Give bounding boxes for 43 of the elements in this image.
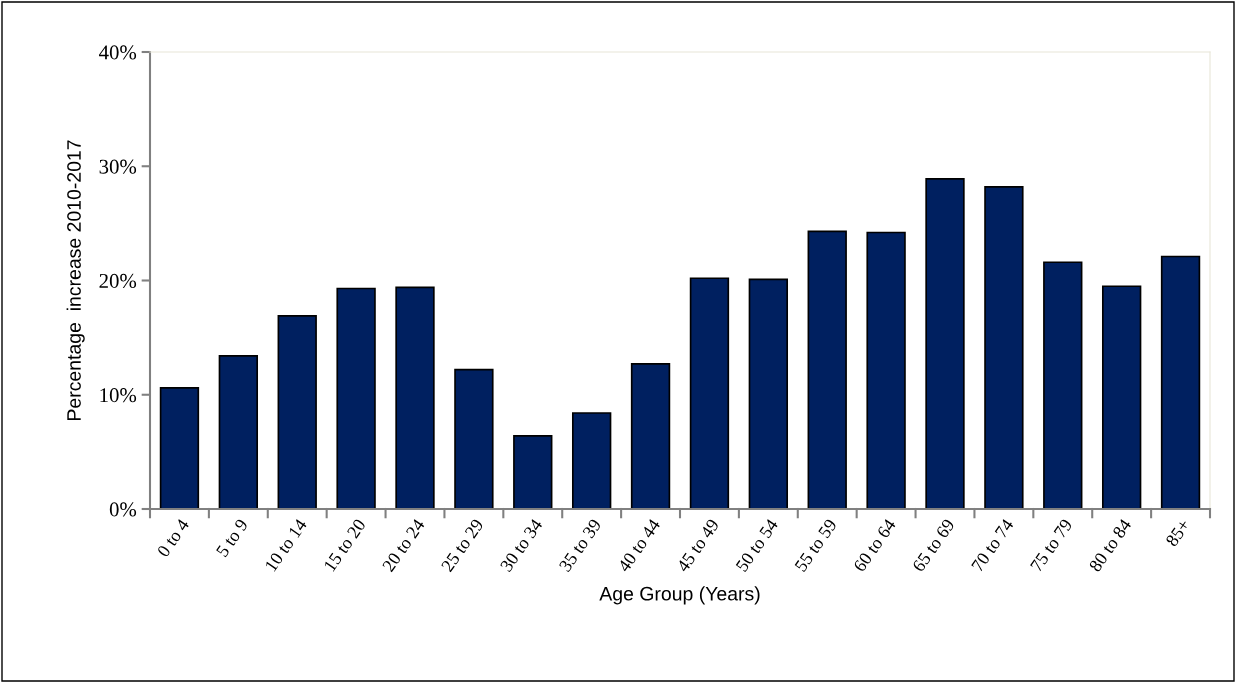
y-tick-label: 40% [99, 45, 137, 60]
y-tick-label: 0% [109, 502, 137, 517]
bar [689, 277, 730, 509]
x-tick-label: 45 to 49 [676, 518, 720, 573]
x-tick-label: 5 to 9 [215, 518, 249, 558]
bar [513, 435, 553, 509]
y-tick-label: 30% [99, 159, 137, 174]
x-tick-label: 50 to 54 [735, 517, 779, 573]
x-tick-label: 65 to 69 [911, 518, 955, 573]
y-tick-label: 20% [99, 273, 137, 288]
bar [454, 368, 494, 509]
x-tick-label: 60 to 64 [853, 517, 897, 573]
x-tick-label: 35 to 39 [558, 518, 602, 573]
x-tick-label: 15 to 20 [323, 518, 367, 572]
x-tick-label: 25 to 29 [440, 518, 484, 573]
bar [277, 315, 317, 509]
x-tick-label: 10 to 14 [264, 517, 308, 572]
y-tick-label: 10% [100, 388, 137, 403]
bar [218, 355, 259, 509]
bar [1101, 285, 1142, 509]
bar [984, 185, 1024, 509]
x-tick-label: 0 to 4 [156, 517, 190, 558]
x-axis-title: Age Group (Years) [599, 586, 760, 605]
x-tick-label: 75 to 79 [1029, 518, 1073, 573]
bar [925, 177, 965, 509]
bar [630, 363, 671, 509]
x-tick-label: 70 to 74 [971, 517, 1015, 573]
bar [1160, 255, 1201, 509]
x-tick-label: 20 to 24 [381, 517, 426, 573]
x-tick-label: 85+ [1165, 518, 1191, 548]
x-tick-label: 40 to 44 [617, 517, 661, 573]
bar [748, 278, 789, 509]
bar [395, 286, 435, 509]
bar [571, 412, 612, 509]
bar [336, 287, 376, 509]
bar [866, 231, 906, 509]
x-tick-label: 30 to 34 [499, 517, 544, 573]
bar [1043, 261, 1083, 509]
bar [159, 387, 200, 509]
bar [807, 230, 847, 509]
y-axis-title: Percentage increase 2010-2017 [66, 140, 85, 420]
x-tick-label: 55 to 59 [794, 518, 838, 573]
x-tick-label: 80 to 84 [1088, 517, 1132, 573]
